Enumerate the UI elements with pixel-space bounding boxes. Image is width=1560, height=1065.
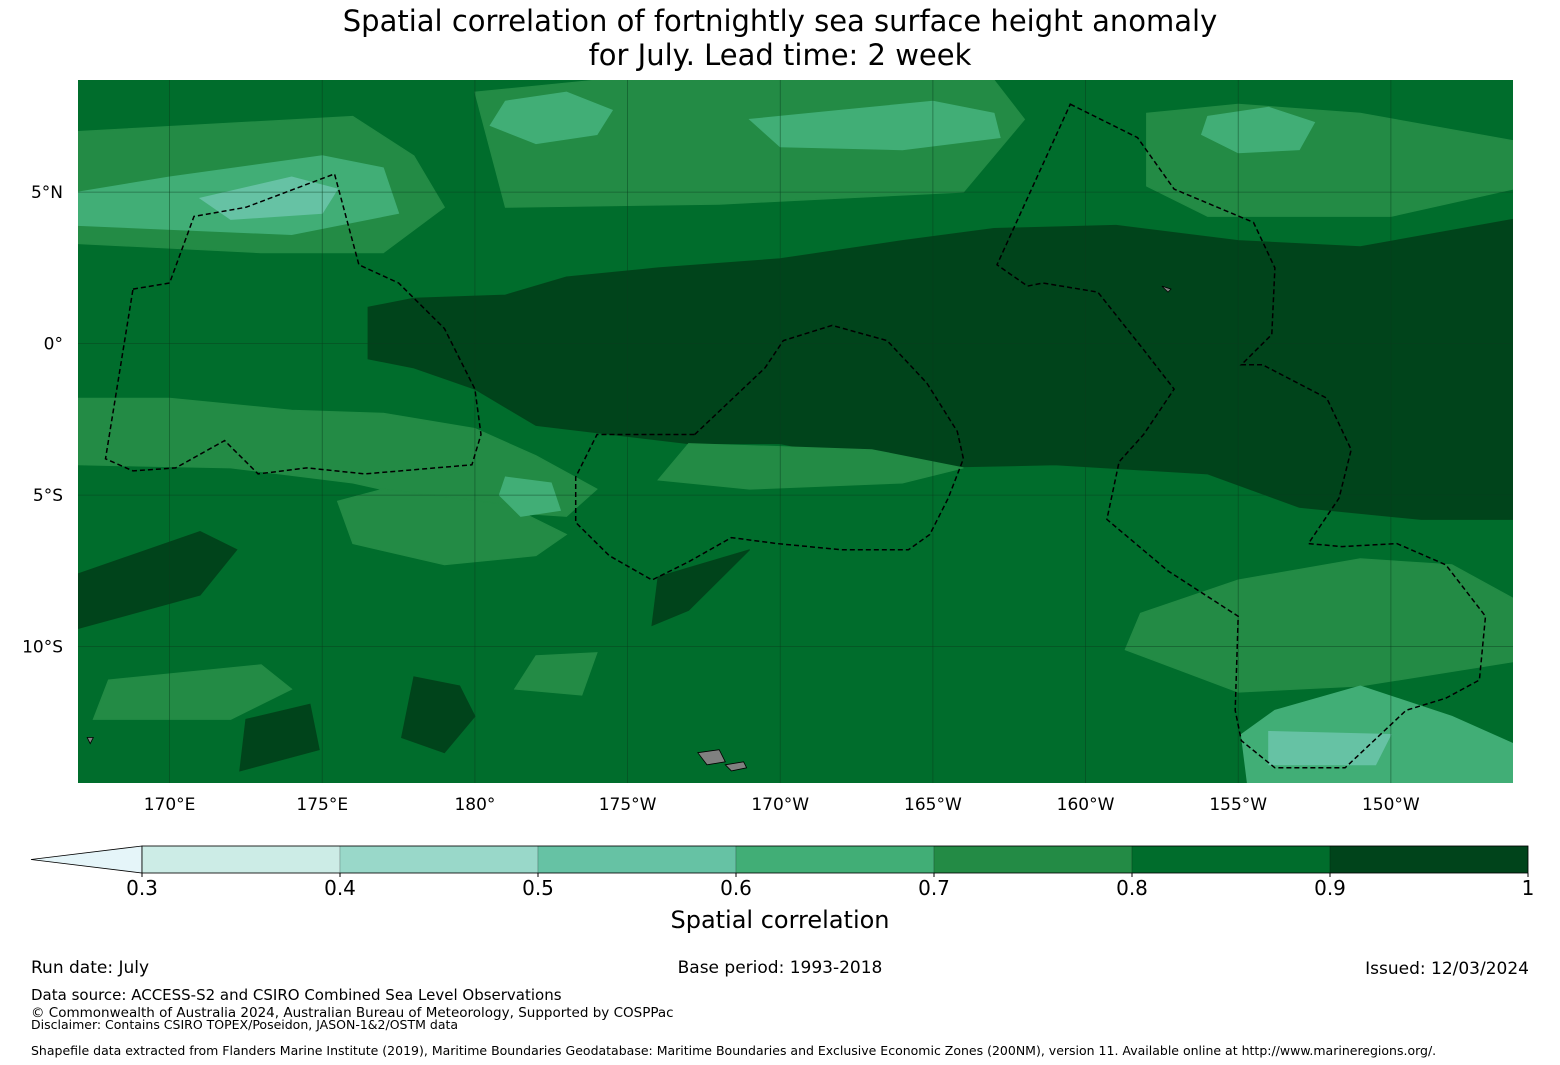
- shapefile-credit: Shapefile data extracted from Flanders M…: [31, 1043, 1437, 1058]
- colorbar-tick-label: 0.4: [324, 876, 356, 900]
- correlation-region-12: [336, 488, 568, 566]
- colorbar-tick-label: 0.6: [720, 876, 752, 900]
- colorbar-tick-label: 0.3: [126, 876, 158, 900]
- copyright: © Commonwealth of Australia 2024, Austra…: [31, 1005, 674, 1021]
- colorbar-bin: [735, 845, 935, 874]
- correlation-region-14: [78, 530, 238, 630]
- lat-tick-label: 0°: [44, 335, 63, 355]
- lon-tick-label: 160°W: [1057, 795, 1115, 815]
- correlation-region-16: [401, 676, 476, 754]
- eez-boundary: [996, 103, 1487, 769]
- correlation-region-9: [367, 218, 1513, 520]
- eez-boundary: [574, 324, 965, 581]
- data-source: Data source: ACCESS-S2 and CSIRO Combine…: [31, 986, 562, 1004]
- map-area: [78, 80, 1513, 783]
- lat-tick-label: 10°S: [22, 638, 63, 658]
- longitude-tick-labels: 170°E 175°E 180° 175°W 170°W 165°W 160°W 155°W 1…: [144, 795, 1420, 815]
- colorbar-tick-label: 0.7: [918, 876, 950, 900]
- colorbar-label: Spatial correlation: [670, 906, 890, 934]
- island-shape: [724, 761, 748, 772]
- lon-tick-label: 165°W: [904, 795, 962, 815]
- correlation-region-8: [1200, 106, 1316, 154]
- latitude-tick-labels: 5°N 0° 5°S 10°S: [22, 183, 63, 658]
- correlation-region-13: [498, 476, 562, 517]
- correlation-region-17: [239, 703, 320, 772]
- lon-tick-label: 180°: [454, 795, 495, 815]
- lon-tick-label: 155°W: [1209, 795, 1267, 815]
- colorbar-tick-labels: 0.3 0.4 0.5 0.6 0.7 0.8 0.9 1: [126, 873, 1534, 900]
- colorbar-bin: [933, 845, 1133, 874]
- eez-boundaries: [104, 103, 1487, 769]
- correlation-region-6: [489, 91, 614, 145]
- island-shape: [697, 749, 726, 766]
- map-title-line1: Spatial correlation of fortnightly sea s…: [342, 4, 1218, 38]
- eez-boundary: [104, 172, 482, 475]
- colorbar: [30, 845, 1529, 874]
- lon-tick-label: 150°W: [1362, 795, 1420, 815]
- islands: [86, 285, 1172, 772]
- correlation-region-20: [1124, 558, 1513, 693]
- lat-tick-label: 5°N: [31, 183, 63, 203]
- colorbar-bin: [1131, 845, 1331, 874]
- colorbar-frame: [141, 845, 1529, 874]
- correlation-regions: [78, 80, 1513, 783]
- correlation-region-22: [1268, 730, 1392, 766]
- lat-tick-label: 5°S: [33, 486, 63, 506]
- colorbar-bin: [537, 845, 737, 874]
- correlation-region-18: [92, 664, 293, 720]
- lon-tick-label: 170°W: [751, 795, 809, 815]
- correlation-region-19: [513, 652, 598, 696]
- run-date: Run date: July: [31, 958, 150, 978]
- colorbar-tick-label: 1: [1522, 876, 1535, 900]
- correlation-region-7: [748, 100, 1001, 151]
- correlation-region-10: [78, 397, 598, 517]
- colorbar-under-arrow: [30, 845, 143, 874]
- colorbar-tick-label: 0.9: [1314, 876, 1346, 900]
- colorbar-bin: [141, 845, 341, 874]
- map-title-line2: for July. Lead time: 2 week: [588, 38, 972, 72]
- colorbar-tick-label: 0.8: [1116, 876, 1148, 900]
- correlation-region-11: [657, 443, 964, 490]
- correlation-region-15: [651, 549, 751, 627]
- issued-date: Issued: 12/03/2024: [1365, 959, 1529, 979]
- island-shape: [86, 737, 94, 745]
- island-shape: [1161, 285, 1172, 293]
- disclaimer: Disclaimer: Contains CSIRO TOPEX/Poseido…: [31, 1017, 459, 1032]
- lon-tick-label: 170°E: [144, 795, 196, 815]
- lon-tick-label: 175°W: [599, 795, 657, 815]
- colorbar-bin: [339, 845, 539, 874]
- gridlines: [78, 80, 1513, 783]
- lon-tick-label: 175°E: [296, 795, 348, 815]
- colorbar-tick-label: 0.5: [522, 876, 554, 900]
- base-period: Base period: 1993-2018: [677, 958, 883, 978]
- colorbar-bin: [1329, 845, 1529, 874]
